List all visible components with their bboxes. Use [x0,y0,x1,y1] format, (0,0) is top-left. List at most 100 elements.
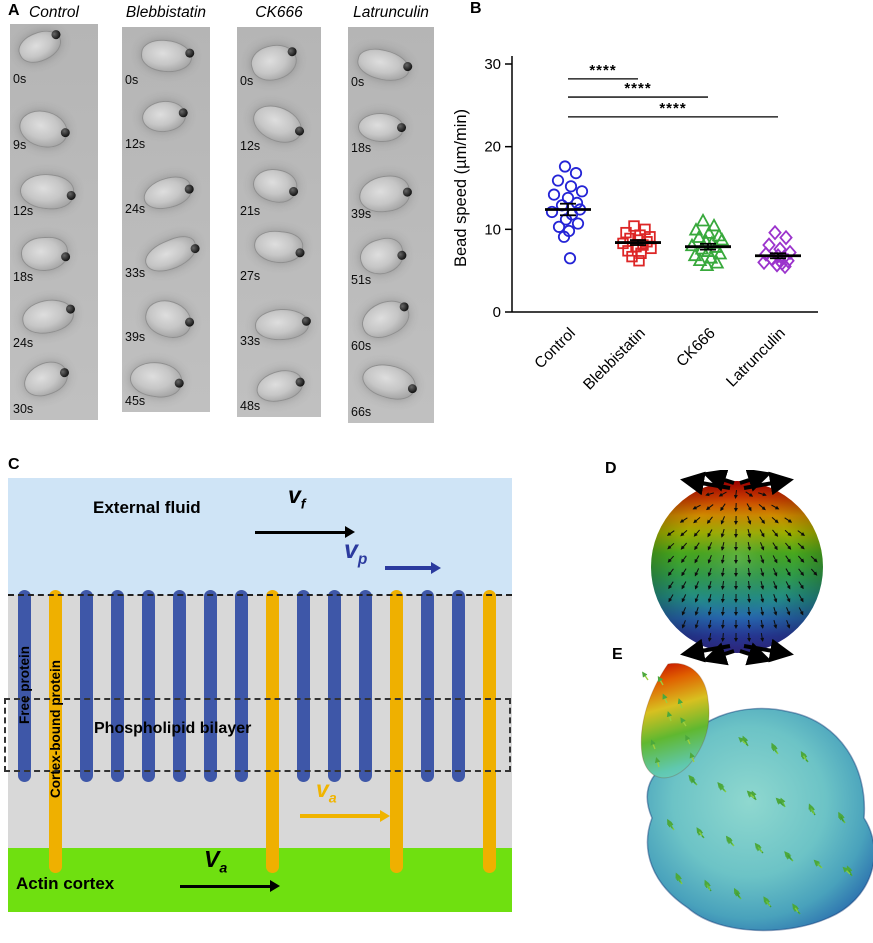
timelapse-frame: 33s [237,287,321,352]
free-protein-rod [111,590,124,782]
cell-blob [140,172,195,214]
free-protein-rod [328,590,341,782]
actin-cortex-label: Actin cortex [16,874,115,893]
timelapse-frame: 12s [122,91,210,155]
svg-text:Blebbistatin: Blebbistatin [580,325,649,394]
svg-text:30: 30 [484,56,501,73]
cortex-bound-protein-rod [266,590,279,873]
vf-velocity-label: vf [288,482,306,513]
free-protein-rod [452,590,465,782]
panel-c-label: C [8,456,20,473]
frame-timestamp: 21s [240,204,261,218]
cell-blob [249,163,301,208]
phospholipid-bilayer-box [4,698,511,772]
timelapse-frame: 48s [237,352,321,417]
magnetic-bead [60,252,71,262]
magnetic-bead [402,187,413,197]
panel-b-label: B [470,0,482,17]
magnetic-bead [286,45,298,57]
free-protein-rod [297,590,310,782]
timelapse-frame: 39s [348,159,434,225]
cell-blob [357,111,407,144]
magnetic-bead [396,249,408,261]
cell-blob [20,236,71,272]
magnetic-bead [402,60,414,72]
magnetic-bead [184,48,195,58]
magnetic-bead [288,185,300,197]
frame-timestamp: 45s [125,394,146,409]
magnetic-bead [65,303,76,315]
cell-blob [254,307,312,342]
timelapse-frame: 18s [348,93,434,159]
svg-text:10: 10 [484,221,501,238]
timelapse-frame: 24s [10,288,98,354]
magnetic-bead [295,247,305,258]
cell-blob [252,228,305,266]
magnetic-bead [58,366,71,378]
frame-timestamp: 27s [240,269,261,283]
timelapse-frame: 0s [348,27,434,93]
frame-timestamp: 39s [125,329,146,344]
frame-timestamp: 24s [125,201,146,216]
actin-cortex-region [8,848,512,912]
timelapse-frame: 45s [122,348,210,412]
frame-timestamp: 18s [13,270,34,284]
free-protein-rod [18,590,31,782]
timelapse-column-title: CK666 [255,4,303,21]
frame-timestamp: 0s [240,74,254,88]
timelapse-column-title: Blebbistatin [125,4,207,21]
svg-text:****: **** [624,80,651,97]
frame-timestamp: 12s [13,204,34,218]
frame-timestamp: 0s [351,75,365,89]
cell-blob [139,38,195,74]
frame-timestamp: 0s [125,73,139,88]
panel-a-label: A [8,2,20,19]
panel-d-label: D [605,460,617,477]
magnetic-bead [294,376,306,388]
svg-text:0: 0 [493,304,501,321]
magnetic-bead [396,122,407,133]
free-protein-rod [80,590,93,782]
svg-text:20: 20 [484,139,501,156]
timelapse-frame: 51s [348,225,434,291]
magnetic-bead [301,316,312,326]
va-membrane-arrow [300,810,390,822]
cell-blob [358,357,420,406]
membrane-flow-diagram: External fluid Phospholipid bilayer Acti… [4,478,512,912]
timelapse-strip: 0s 18s 39s 51s 60s 66s [348,27,434,423]
frame-timestamp: 18s [351,141,372,155]
svg-text:Latrunculin: Latrunculin [723,325,789,391]
cell-blob [140,230,202,278]
timelapse-column-title: Latrunculin [353,4,429,21]
frame-timestamp: 9s [13,138,27,152]
magnetic-bead [174,377,185,388]
free-protein-rod [173,590,186,782]
frame-timestamp: 51s [351,273,372,287]
magnetic-bead [66,189,77,201]
timelapse-frame: 12s [237,92,321,157]
free-protein-rod [204,590,217,782]
phospholipid-bilayer-label: Phospholipid bilayer [94,720,252,737]
frame-timestamp: 48s [240,399,261,413]
bead-speed-chart: 0 10 20 30 Bead speed (µm/min) **** **** **** Co… [452,56,818,394]
va-membrane-velocity-label: va [316,776,337,807]
timelapse-frame: 0s [10,24,98,90]
timelapse-frame: 27s [237,222,321,287]
magnetic-bead [59,126,71,139]
cell-blob [140,294,197,344]
magnetic-bead [178,108,189,119]
frame-timestamp: 66s [351,405,372,419]
free-protein-rod [421,590,434,782]
simulated-sphere-flow [651,470,823,666]
cortex-bound-protein-rod [483,590,496,873]
frame-timestamp: 12s [125,137,146,152]
cell-protrusion [640,662,710,779]
frame-timestamp: 39s [351,207,372,221]
cortex-bound-protein-rod [49,590,62,873]
timelapse-frame: 9s [10,90,98,156]
frame-timestamp: 12s [240,139,261,153]
cell-blob [356,293,415,345]
frame-timestamp: 0s [13,72,27,86]
frame-timestamp: 30s [13,402,34,416]
